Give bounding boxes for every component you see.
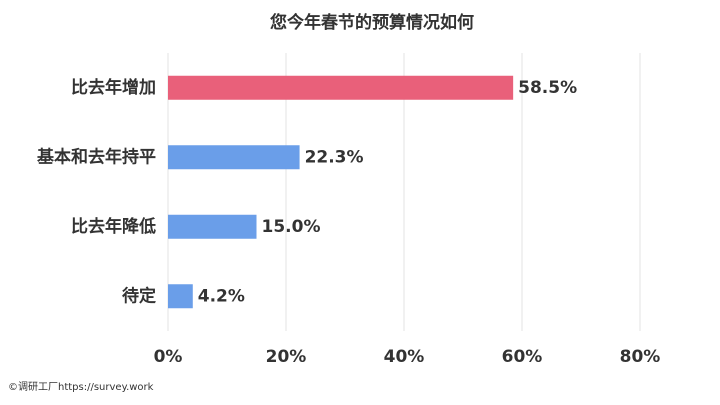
source-note: ©调研工厂https://survey.work bbox=[8, 381, 154, 393]
data-label: 4.2% bbox=[198, 286, 245, 306]
bar bbox=[168, 75, 514, 100]
y-tick-label: 基本和去年持平 bbox=[36, 146, 156, 167]
bar bbox=[168, 214, 257, 239]
data-label: 15.0% bbox=[262, 217, 321, 237]
x-tick-label: 20% bbox=[266, 347, 307, 367]
data-label: 58.5% bbox=[518, 78, 577, 98]
x-tick-label: 40% bbox=[384, 347, 425, 367]
data-label: 22.3% bbox=[305, 147, 364, 167]
x-tick-label: 0% bbox=[154, 347, 183, 367]
y-tick-label: 比去年降低 bbox=[71, 216, 156, 237]
y-tick-label: 待定 bbox=[122, 285, 156, 306]
bar bbox=[168, 145, 300, 170]
x-tick-label: 60% bbox=[502, 347, 543, 367]
bar bbox=[168, 284, 193, 309]
y-tick-label: 比去年增加 bbox=[71, 77, 156, 98]
chart-title: 您今年春节的预算情况如何 bbox=[270, 12, 474, 33]
x-tick-label: 80% bbox=[620, 347, 661, 367]
